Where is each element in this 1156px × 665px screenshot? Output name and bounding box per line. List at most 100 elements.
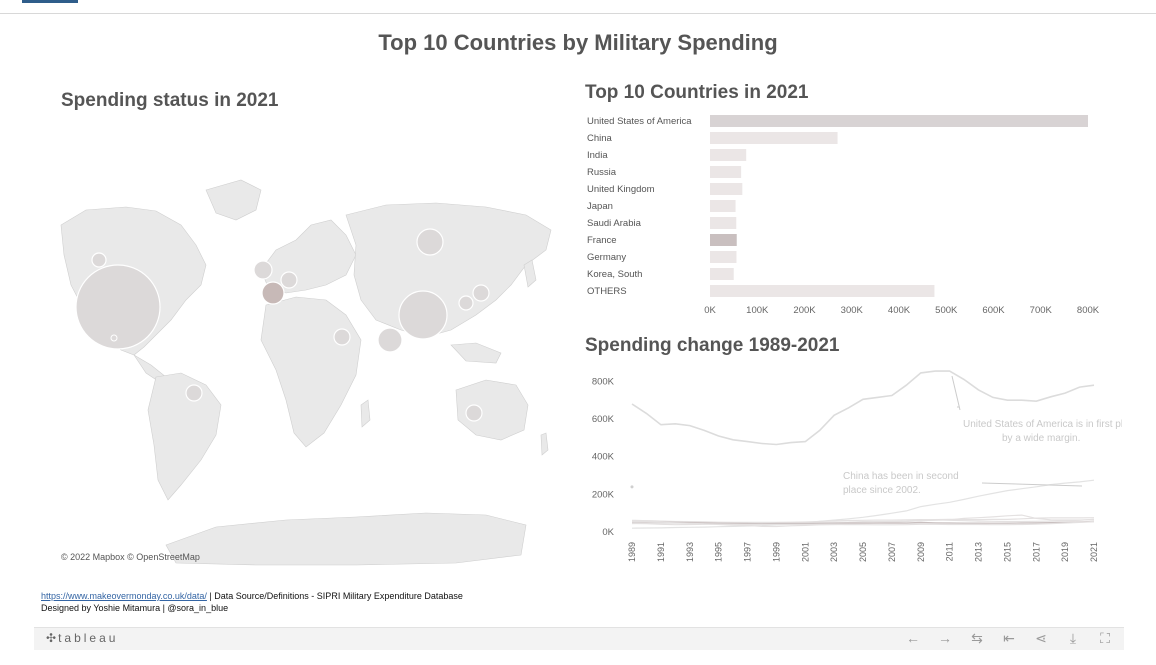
bubble-united-states [75,264,161,350]
africa-landmass [260,296,362,448]
bar-label-japan: Japan [587,201,613,212]
tableau-mark-icon: ✣ [46,631,57,645]
south-america-landmass [147,372,222,501]
bar-label-others: OTHERS [587,286,627,297]
bar-xtick-700K: 700K [1030,305,1053,316]
designer-credit: Designed by Yoshie Mitamura | @sora_in_b… [41,603,229,613]
footer-source-line: https://www.makeovermonday.co.uk/data/ |… [41,591,463,601]
line-xtick-2021: 2021 [1089,542,1099,562]
bar-germany[interactable] [710,251,737,263]
line-china[interactable] [631,479,1095,529]
annotation-usa: United States of America is in first pla… [951,375,1122,444]
bar-xtick-600K: 600K [982,305,1005,316]
bubble-france [261,281,285,305]
dashboard-title: Top 10 Countries by Military Spending [378,30,778,55]
makeovermonday-link[interactable]: https://www.makeovermonday.co.uk/data/ [41,591,207,601]
undo-icon[interactable]: ← [906,630,920,646]
top10-bar-chart[interactable]: United States of America China India Russia… [582,110,1122,322]
annotation-usa-line1: United States of America is in first pla… [963,419,1122,430]
line-ytick-600K: 600K [592,414,615,425]
bubble-korea-south [458,295,474,311]
line-xtick-2019: 2019 [1060,542,1070,562]
share-icon[interactable]: ⋖ [1035,630,1047,646]
bubble-canada [91,252,107,268]
map-attribution[interactable]: © 2022 Mapbox © OpenStreetMap [61,552,200,562]
line-xtick-2007: 2007 [887,542,897,562]
line-united-states-of-america[interactable] [631,370,1095,446]
annotation-usa-line2: by a wide margin. [1002,433,1080,444]
top-toolbar-strip [0,0,1156,14]
download-icon[interactable]: ⤓ [1069,630,1077,646]
line-point-saudi-arabia[interactable] [630,485,634,489]
world-map[interactable] [56,115,566,570]
bubble-china [398,290,448,340]
bar-france[interactable] [710,234,737,246]
redo-icon[interactable]: → [938,630,952,646]
bar-india[interactable] [710,149,747,161]
bar-japan[interactable] [710,200,736,212]
bar-china[interactable] [710,132,838,144]
line-series[interactable] [630,370,1095,529]
bar-xtick-100K: 100K [746,305,769,316]
bar-xtick-300K: 300K [841,305,864,316]
bar-korea-south[interactable] [710,268,734,280]
annotation-china: China has been in second place since 200… [843,471,1083,496]
bar-marks[interactable] [710,115,1088,297]
tableau-logo[interactable]: ✣ tableau [46,631,118,645]
bubble-japan [472,284,490,302]
bar-united-states-of-america[interactable] [710,115,1088,127]
tableau-logo-text: tableau [58,631,119,645]
line-xtick-1993: 1993 [685,542,695,562]
bar-label-united-states-of-america: United States of America [587,116,692,127]
japan-landmass [523,259,537,288]
bar-label-united-kingdom: United Kingdom [587,184,655,195]
toolbar-actions: ← → ⇆ ⇤ ⋖ ⤓ ⛶ [904,630,1114,647]
line-xtick-1989: 1989 [627,542,637,562]
revert-icon[interactable]: ⇆ [971,630,983,646]
line-united-kingdom[interactable] [632,518,1095,523]
antarctica-landmass [165,512,527,566]
line-xtick-2001: 2001 [800,542,810,562]
line-xtick-2013: 2013 [974,542,984,562]
map-title: Spending status in 2021 [61,90,279,111]
line-xtick-1995: 1995 [714,542,724,562]
revert-to-start-icon[interactable]: ⇤ [1003,630,1015,646]
bar-saudi-arabia[interactable] [710,217,737,229]
line-france[interactable] [632,520,1095,525]
bar-label-germany: Germany [587,252,626,263]
line-ytick-400K: 400K [592,452,615,463]
bubble-united-kingdom [253,260,273,280]
line-chart-title: Spending change 1989-2021 [585,335,840,356]
line-germany[interactable] [632,520,1095,526]
bar-xtick-200K: 200K [793,305,816,316]
bar-chart-title: Top 10 Countries in 2021 [585,82,809,103]
bar-united-kingdom[interactable] [710,183,743,195]
bubble-india [377,327,403,353]
bar-label-russia: Russia [587,167,617,178]
bar-label-france: France [587,235,617,246]
line-xtick-2011: 2011 [945,542,955,561]
new-zealand-landmass [540,432,549,456]
line-xtick-2009: 2009 [916,542,926,562]
line-xtick-2017: 2017 [1031,542,1041,562]
bubble-saudi-arabia [333,328,351,346]
fullscreen-icon[interactable]: ⛶ [1100,630,1110,646]
bar-others[interactable] [710,285,935,297]
bar-label-china: China [587,133,613,144]
asia-landmass [345,202,552,338]
bar-category-labels: United States of America China India Russia… [587,116,692,297]
line-xtick-2005: 2005 [858,542,868,562]
madagascar-landmass [360,399,371,428]
bar-label-india: India [587,150,608,161]
bar-russia[interactable] [710,166,742,178]
line-y-axis-ticks: 0K 200K 400K 600K 800K [592,376,615,538]
line-ytick-800K: 800K [592,376,615,387]
spending-bubbles[interactable] [75,228,490,422]
line-x-axis-ticks: 1989 1991 1993 1995 1997 1999 2001 2003 2005 2007… [627,542,1099,562]
bubble-australia [465,404,483,422]
line-xtick-1999: 1999 [771,542,781,562]
line-xtick-2003: 2003 [829,542,839,562]
line-ytick-0K: 0K [602,527,614,538]
bubble-russia [416,228,444,256]
